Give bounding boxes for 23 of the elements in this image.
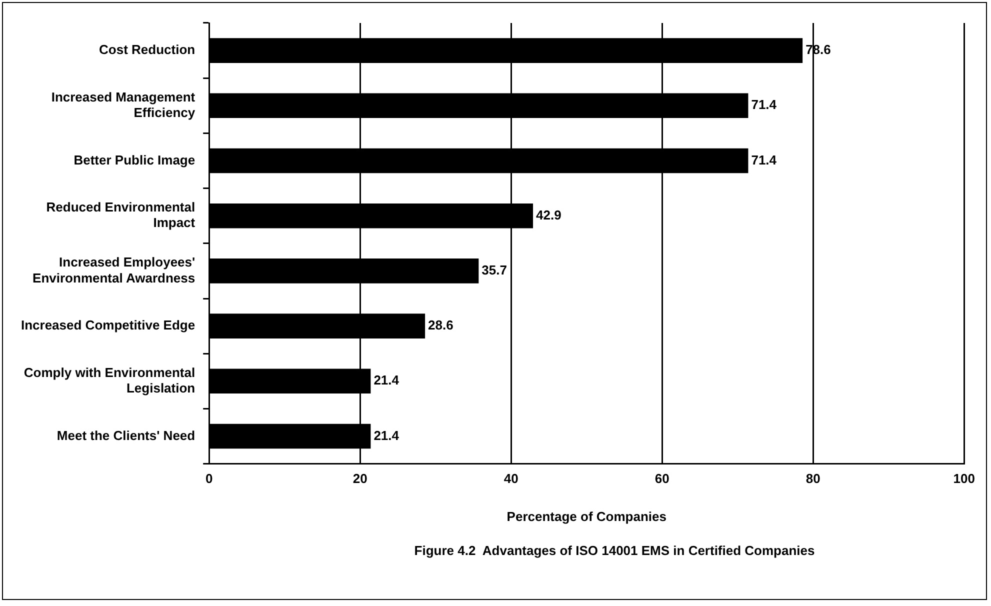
data-label: 21.4 [374, 372, 400, 388]
x-tick-label: 40 [504, 471, 518, 486]
x-tick-label: 60 [654, 471, 670, 486]
data-label: 35.7 [482, 262, 507, 278]
y-tick-label: Reduced Environmental Impact [46, 200, 196, 230]
data-label: 28.6 [428, 318, 454, 333]
data-label: 71.4 [751, 97, 778, 112]
data-label: 71.4 [751, 152, 778, 168]
y-tick-label: Increased Management Efficiency [51, 89, 196, 120]
y-tick-label: Better Public Image [74, 152, 196, 168]
data-label: 42.9 [536, 207, 562, 222]
data-label: 21.4 [374, 428, 400, 443]
y-tick-label: Increased Competitive Edge [20, 318, 196, 333]
x-tick-label: 20 [352, 471, 368, 486]
y-tick-label: Increased Employees' Environmental Awardness [32, 254, 196, 286]
y-tick-label: Comply with Environmental Legislation [24, 364, 196, 396]
caption: Figure 4.2 Advantages of ISO 14001 EMS in Certified Companies [413, 543, 816, 558]
x-tick-label: 0 [205, 471, 213, 486]
y-tick-label: Meet the Clients' Need [56, 428, 196, 443]
x-axis-title: Percentage of Companies [506, 508, 666, 524]
y-tick-label: Cost Reduction [99, 42, 196, 58]
x-tick-label: 80 [806, 471, 820, 486]
x-tick-label: 100 [953, 471, 976, 486]
